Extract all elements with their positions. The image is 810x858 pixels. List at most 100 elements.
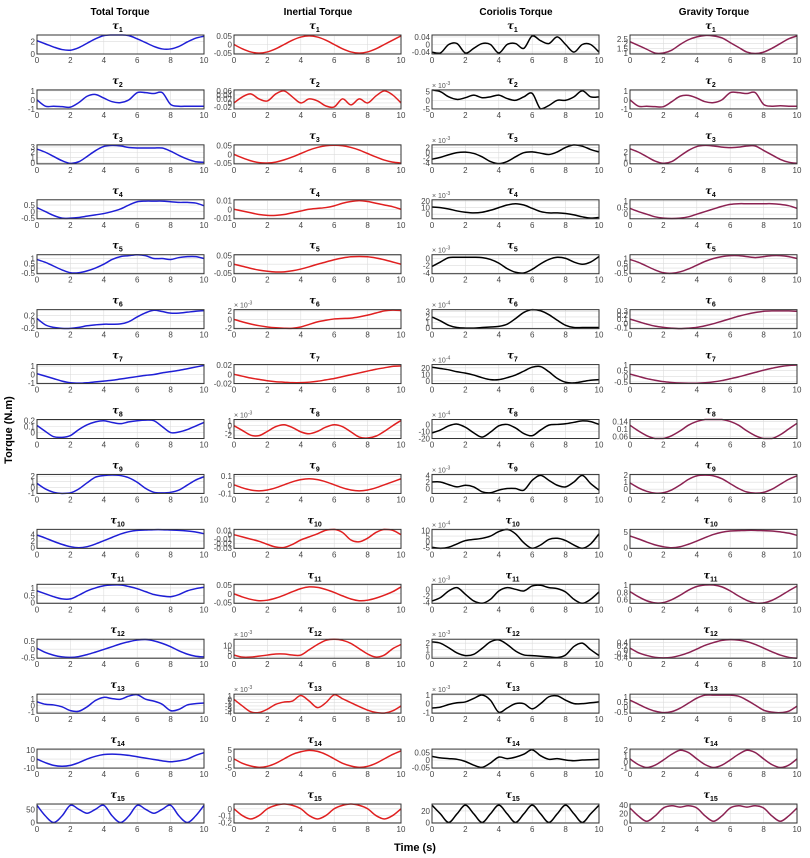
x-tick-label: 4 — [497, 715, 502, 724]
plot-area — [37, 309, 204, 329]
x-tick-label: 10 — [397, 825, 406, 834]
column-title-inertial: Inertial Torque — [284, 7, 353, 18]
subplot-title: τ4 — [705, 186, 716, 199]
series-line — [629, 749, 798, 769]
subplot-total-tau12: τ12-0.500.50 2 4 6 8 10 — [21, 625, 209, 669]
x-tick-label: 2 — [68, 770, 73, 779]
x-tick-label: 6 — [728, 166, 733, 175]
subplot-total-tau1: τ1 0 2 0 2 4 6 8 10 — [31, 21, 209, 65]
y-tick-label: 0.1 — [221, 472, 233, 481]
x-tick-label: 8 — [761, 166, 766, 175]
x-tick-label: 0 — [35, 825, 40, 834]
x-tick-label: 6 — [728, 441, 733, 450]
x-tick-label: 2 — [265, 770, 270, 779]
x-tick-label: 0 — [628, 550, 633, 559]
x-tick-label: 6 — [332, 495, 337, 504]
plot-area — [234, 694, 401, 714]
y-tick-label: -1 — [621, 764, 629, 773]
y-tick-label: -0.1 — [614, 323, 628, 332]
series-line — [629, 805, 798, 822]
x-tick-label: 8 — [168, 331, 173, 340]
axis-exponent: × 10-3 — [432, 630, 450, 639]
x-tick-label: 2 — [68, 550, 73, 559]
x-tick-label: 2 — [68, 331, 73, 340]
series-line — [233, 638, 402, 659]
subplot-title: τ7 — [507, 351, 518, 364]
subplot-title: τ5 — [309, 241, 320, 254]
y-tick-label: 0 — [31, 818, 36, 827]
axes-box — [36, 254, 205, 275]
plot-area — [630, 474, 797, 494]
x-tick-label: 8 — [761, 331, 766, 340]
axes-box — [431, 473, 600, 494]
series-line — [233, 255, 402, 273]
x-tick-label: 2 — [463, 331, 468, 340]
x-tick-label: 8 — [761, 111, 766, 120]
x-tick-label: 2 — [463, 715, 468, 724]
x-tick-label: 6 — [530, 715, 535, 724]
subplot-title: τ1 — [309, 21, 320, 34]
x-tick-label: 8 — [761, 660, 766, 669]
x-tick-label: 0 — [35, 276, 40, 285]
x-tick-label: 4 — [497, 221, 502, 230]
y-tick-label: 0 — [426, 41, 431, 50]
axes-box — [629, 638, 798, 659]
x-tick-label: 10 — [793, 331, 802, 340]
x-tick-label: 4 — [695, 276, 700, 285]
x-tick-label: 2 — [661, 276, 666, 285]
x-tick-label: 8 — [168, 56, 173, 65]
axes-box — [431, 89, 600, 110]
plot-area — [630, 694, 797, 714]
x-tick-label: 4 — [102, 221, 107, 230]
y-tick-label: 0 — [228, 41, 233, 50]
x-tick-label: 4 — [497, 770, 502, 779]
axes-box — [629, 473, 798, 494]
x-tick-label: 2 — [463, 166, 468, 175]
x-tick-label: 0 — [232, 660, 237, 669]
y-tick-label: 1 — [624, 154, 629, 163]
y-tick-label: 0 — [31, 96, 36, 105]
x-tick-label: 0 — [232, 770, 237, 779]
y-tick-label: 1 — [31, 362, 36, 371]
plot-area — [234, 804, 401, 824]
x-tick-label: 10 — [793, 441, 802, 450]
x-tick-label: 0 — [430, 770, 435, 779]
axes-box — [431, 364, 600, 385]
y-tick-label: 0.04 — [216, 91, 232, 100]
y-tick-label: -0.5 — [21, 653, 35, 662]
x-tick-label: 0 — [232, 331, 237, 340]
axes-box — [233, 309, 402, 330]
x-tick-label: 10 — [200, 276, 209, 285]
x-tick-label: 2 — [661, 221, 666, 230]
x-tick-label: 6 — [332, 605, 337, 614]
y-tick-label: 20 — [421, 197, 430, 206]
column-title-total: Total Torque — [90, 7, 150, 18]
y-tick-label: 0 — [31, 755, 36, 764]
y-tick-label: 0.14 — [612, 417, 628, 426]
x-tick-label: 2 — [68, 111, 73, 120]
x-tick-label: 6 — [135, 56, 140, 65]
x-tick-label: 10 — [595, 495, 604, 504]
x-tick-label: 8 — [563, 550, 568, 559]
x-tick-label: 8 — [563, 276, 568, 285]
y-tick-label: 0 — [624, 210, 629, 219]
x-tick-label: 10 — [200, 221, 209, 230]
plot-area — [432, 254, 599, 274]
axes-box — [629, 803, 798, 824]
axis-exponent: × 10-3 — [432, 81, 450, 90]
x-tick-label: 6 — [530, 605, 535, 614]
series-line — [36, 584, 205, 601]
plot-area — [630, 144, 797, 164]
y-tick-label: 1 — [624, 361, 629, 370]
x-tick-label: 4 — [102, 441, 107, 450]
series-line — [233, 199, 402, 217]
x-tick-label: 8 — [563, 221, 568, 230]
plot-area — [630, 254, 797, 274]
series-line — [629, 34, 798, 55]
x-tick-label: 0 — [430, 386, 435, 395]
series-line — [36, 638, 205, 659]
x-tick-label: 8 — [761, 495, 766, 504]
